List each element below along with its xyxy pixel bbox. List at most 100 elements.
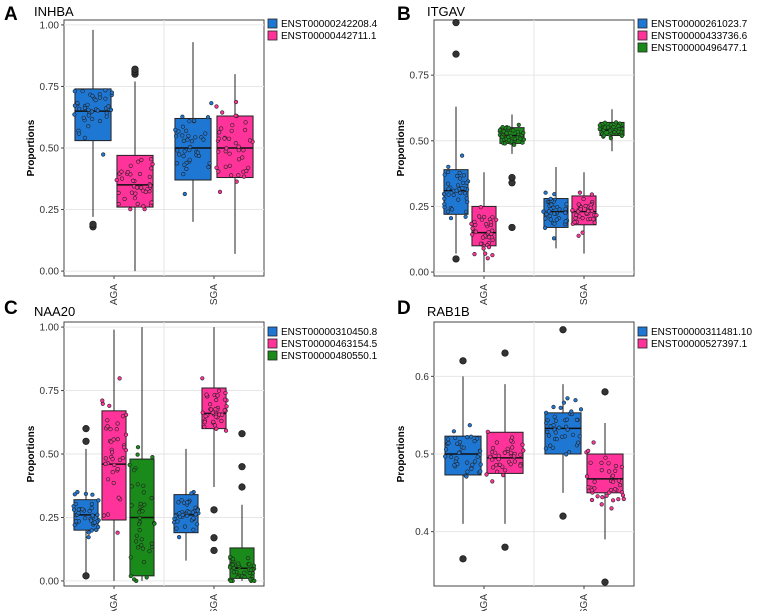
legend-swatch — [637, 18, 648, 29]
data-point — [149, 496, 154, 501]
data-point — [173, 513, 178, 519]
data-point — [234, 179, 239, 184]
data-point — [149, 541, 154, 546]
data-point — [103, 88, 108, 93]
data-point — [223, 428, 229, 433]
data-point — [175, 519, 180, 524]
data-point — [240, 155, 245, 160]
y-axis-label: Proportions — [26, 425, 37, 482]
data-point — [572, 220, 577, 225]
outlier-point — [501, 543, 509, 551]
data-point — [457, 170, 462, 176]
data-point — [583, 203, 588, 209]
data-point — [139, 157, 144, 163]
data-point — [231, 565, 236, 571]
data-point — [456, 197, 461, 202]
data-point — [141, 559, 147, 565]
data-point — [107, 403, 112, 408]
data-point — [72, 112, 77, 117]
data-point — [608, 128, 613, 133]
data-point — [112, 462, 117, 468]
data-point — [135, 201, 140, 206]
data-point — [460, 186, 465, 191]
data-point — [90, 116, 95, 122]
data-point — [108, 107, 114, 112]
data-point — [611, 124, 616, 130]
data-point — [150, 162, 155, 167]
data-point — [518, 463, 523, 468]
data-point — [139, 537, 144, 542]
y-tick-label: 0.50 — [410, 136, 430, 147]
data-point — [227, 163, 232, 168]
data-point — [545, 429, 550, 435]
data-point — [97, 95, 103, 100]
data-point — [548, 217, 553, 222]
data-point — [137, 171, 143, 177]
data-point — [501, 473, 506, 478]
data-point — [211, 419, 216, 425]
data-point — [192, 118, 197, 123]
data-point — [461, 173, 467, 178]
data-point — [90, 492, 95, 497]
data-point — [229, 128, 234, 133]
panel-title: RAB1B — [427, 304, 470, 319]
data-point — [103, 461, 108, 467]
y-tick-label: 0.5 — [415, 450, 429, 461]
data-point — [81, 115, 86, 120]
legend-label: ENST00000480550.1 — [281, 351, 378, 362]
data-point — [182, 149, 187, 154]
data-point — [576, 440, 581, 445]
data-point — [72, 522, 77, 528]
outlier-point — [210, 506, 218, 514]
data-point — [138, 501, 143, 507]
data-point — [195, 522, 200, 527]
data-point — [599, 460, 604, 466]
data-point — [72, 492, 77, 497]
data-point — [469, 466, 474, 471]
data-point — [224, 404, 229, 409]
box-sga-ENST00000242208.4 — [173, 42, 214, 222]
legend-swatch — [267, 30, 278, 41]
data-point — [128, 207, 133, 212]
data-point — [446, 441, 451, 446]
x-tick-label: AGA — [479, 284, 490, 305]
data-point — [191, 527, 196, 532]
data-point — [482, 214, 487, 220]
data-point — [111, 480, 116, 486]
x-tick-label: SGA — [579, 594, 590, 611]
data-point — [495, 469, 500, 474]
data-point — [76, 507, 81, 512]
box-sga-ENST00000496477.1 — [597, 109, 625, 152]
data-point — [73, 519, 79, 524]
legend-swatch — [637, 42, 648, 53]
data-point — [149, 157, 154, 162]
data-point — [182, 162, 187, 167]
data-point — [521, 130, 526, 135]
data-point — [195, 508, 200, 513]
data-point — [589, 497, 595, 503]
data-point — [544, 420, 549, 426]
data-point — [187, 119, 192, 124]
data-point — [548, 196, 553, 201]
data-point — [470, 462, 475, 467]
data-point — [490, 457, 495, 462]
data-point — [227, 151, 232, 156]
data-point — [116, 495, 121, 500]
data-point — [110, 457, 115, 462]
y-axis-label: Proportions — [396, 119, 407, 176]
data-point — [72, 103, 77, 108]
data-point — [554, 217, 559, 222]
data-point — [486, 230, 491, 235]
data-point — [135, 545, 141, 550]
data-point — [248, 567, 254, 573]
data-point — [123, 432, 129, 437]
data-point — [82, 105, 87, 111]
data-point — [236, 157, 242, 162]
data-point — [129, 484, 134, 489]
legend-label: ENST00000527397.1 — [651, 339, 748, 350]
data-point — [174, 161, 180, 166]
data-point — [487, 235, 492, 240]
data-point — [222, 408, 227, 413]
data-point — [180, 114, 185, 119]
panel-title: NAA20 — [34, 304, 75, 319]
